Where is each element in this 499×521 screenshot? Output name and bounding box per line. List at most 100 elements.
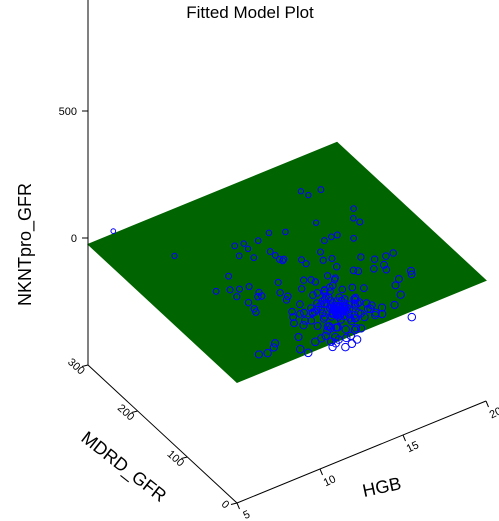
- data-point: [309, 291, 317, 299]
- x-axis-tick: [485, 400, 489, 408]
- data-point: [319, 256, 327, 264]
- data-point: [380, 260, 388, 269]
- y-axis-label: MDRD_GFR: [77, 427, 170, 506]
- data-point: [290, 319, 298, 328]
- data-point: [171, 252, 178, 259]
- data-point: [406, 266, 416, 275]
- y-tick-label: 300: [65, 356, 87, 377]
- x-tick-label: 20: [488, 405, 499, 421]
- data-point: [282, 296, 291, 304]
- data-point: [332, 262, 341, 271]
- data-point: [313, 288, 322, 297]
- data-point: [254, 350, 263, 359]
- data-point: [296, 344, 305, 354]
- data-point: [360, 312, 369, 322]
- data-point: [326, 323, 336, 333]
- x-axis-tick: [402, 434, 406, 442]
- data-point: [276, 288, 284, 297]
- y-tick-label: 100: [165, 448, 187, 469]
- data-point: [226, 286, 234, 294]
- data-point: [257, 292, 266, 300]
- data-point: [370, 264, 378, 273]
- data-point: [250, 305, 259, 313]
- data-point: [321, 331, 330, 341]
- data-point: [354, 267, 363, 276]
- data-point: [266, 248, 274, 256]
- data-point: [276, 256, 283, 263]
- data-point: [340, 303, 349, 312]
- data-point: [236, 285, 243, 293]
- data-point: [300, 276, 308, 284]
- data-point: [342, 333, 351, 343]
- data-point: [357, 253, 365, 261]
- data-point: [347, 339, 357, 348]
- data-point: [356, 324, 366, 333]
- y-tick-label: 200: [115, 402, 137, 423]
- x-axis-label: HGB: [361, 473, 403, 501]
- data-point: [319, 314, 328, 323]
- data-point: [341, 342, 350, 352]
- data-point: [254, 237, 262, 244]
- fitted-plane-surface: [87, 141, 487, 383]
- data-point: [235, 252, 243, 260]
- data-point: [303, 348, 313, 358]
- data-point: [240, 240, 247, 247]
- data-point: [320, 312, 329, 321]
- data-point: [299, 321, 308, 330]
- data-point: [270, 339, 280, 348]
- data-point: [352, 335, 362, 344]
- data-point: [331, 332, 340, 342]
- data-point: [271, 252, 279, 259]
- z-tick-label: 500: [59, 106, 77, 118]
- data-point: [288, 307, 296, 316]
- data-point: [317, 186, 325, 194]
- data-point: [282, 228, 289, 236]
- data-point: [296, 300, 304, 309]
- data-point: [382, 252, 390, 260]
- data-point: [390, 300, 399, 309]
- data-point: [326, 287, 334, 296]
- y-tick-label: 0: [219, 498, 232, 511]
- x-axis-line: [236, 400, 487, 504]
- data-point: [341, 325, 350, 334]
- data-point: [325, 322, 334, 331]
- data-point: [351, 301, 360, 310]
- data-point: [396, 290, 405, 299]
- data-point: [298, 256, 305, 264]
- data-point: [335, 293, 344, 302]
- data-point: [407, 312, 417, 322]
- data-point: [366, 304, 375, 314]
- data-point: [294, 332, 303, 342]
- data-point: [331, 274, 339, 282]
- data-point: [302, 260, 310, 268]
- chart-title: Fitted Model Plot: [186, 3, 314, 22]
- data-point: [351, 314, 360, 323]
- data-point: [317, 248, 324, 256]
- data-point: [311, 278, 320, 286]
- data-point: [348, 283, 357, 292]
- data-point: [367, 301, 376, 310]
- data-point: [297, 188, 305, 195]
- data-point: [245, 283, 253, 291]
- data-point: [345, 305, 354, 314]
- data-point: [328, 342, 337, 352]
- z-axis-label: NKNTpro_GFR: [15, 183, 36, 306]
- data-point: [356, 218, 364, 226]
- data-point: [231, 242, 239, 250]
- data-point: [318, 296, 327, 305]
- data-point: [323, 272, 332, 280]
- data-point: [338, 285, 347, 294]
- data-point: [336, 304, 345, 313]
- data-point: [244, 245, 252, 253]
- fitted-plane: [87, 141, 487, 383]
- data-point: [332, 323, 341, 332]
- data-point: [350, 325, 360, 335]
- data-point: [335, 302, 344, 311]
- data-point: [391, 281, 400, 290]
- data-point: [313, 322, 322, 330]
- data-point: [254, 292, 262, 301]
- x-axis-tick: [319, 468, 323, 476]
- data-point: [307, 276, 315, 284]
- data-point: [350, 215, 357, 222]
